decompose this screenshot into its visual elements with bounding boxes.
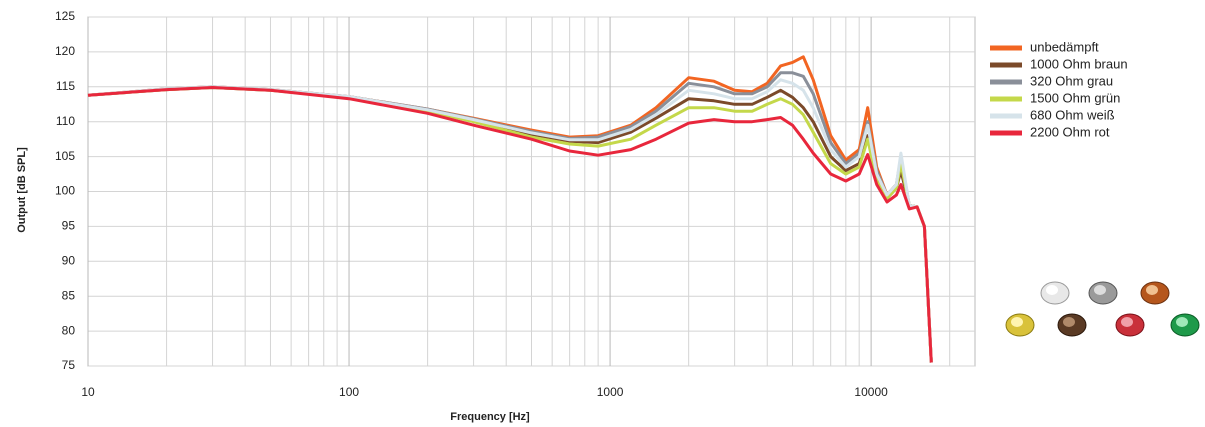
legend-label: 680 Ohm weiß bbox=[1030, 107, 1115, 122]
legend-label: 1000 Ohm braun bbox=[1030, 56, 1128, 71]
y-tick-label: 90 bbox=[62, 253, 76, 267]
x-axis-title: Frequency [Hz] bbox=[450, 411, 530, 423]
series-line bbox=[87, 78, 933, 363]
y-tick-label: 110 bbox=[56, 114, 75, 128]
x-tick-label: 100 bbox=[339, 385, 359, 399]
y-tick-label: 80 bbox=[62, 323, 76, 337]
y-tick-label: 85 bbox=[62, 288, 76, 302]
legend-label: 2200 Ohm rot bbox=[1030, 124, 1110, 139]
x-tick-label: 10 bbox=[81, 385, 95, 399]
y-tick-label: 100 bbox=[55, 184, 75, 198]
cable-icons bbox=[1005, 281, 1200, 337]
y-tick-label: 75 bbox=[62, 358, 76, 372]
x-tick-label: 10000 bbox=[854, 385, 888, 399]
y-axis-title: Output [dB SPL] bbox=[16, 147, 28, 233]
legend-label: 320 Ohm grau bbox=[1030, 73, 1113, 88]
y-tick-label: 105 bbox=[55, 149, 75, 163]
series-line bbox=[87, 86, 933, 363]
y-tick-label: 120 bbox=[55, 44, 75, 58]
legend-label: unbedämpft bbox=[1030, 39, 1099, 54]
y-tick-label: 115 bbox=[56, 79, 75, 93]
y-tick-label: 125 bbox=[55, 9, 75, 23]
series-line bbox=[87, 86, 933, 363]
legend-label: 1500 Ohm grün bbox=[1030, 90, 1120, 105]
x-tick-label: 1000 bbox=[597, 385, 624, 399]
y-tick-label: 95 bbox=[62, 219, 76, 233]
